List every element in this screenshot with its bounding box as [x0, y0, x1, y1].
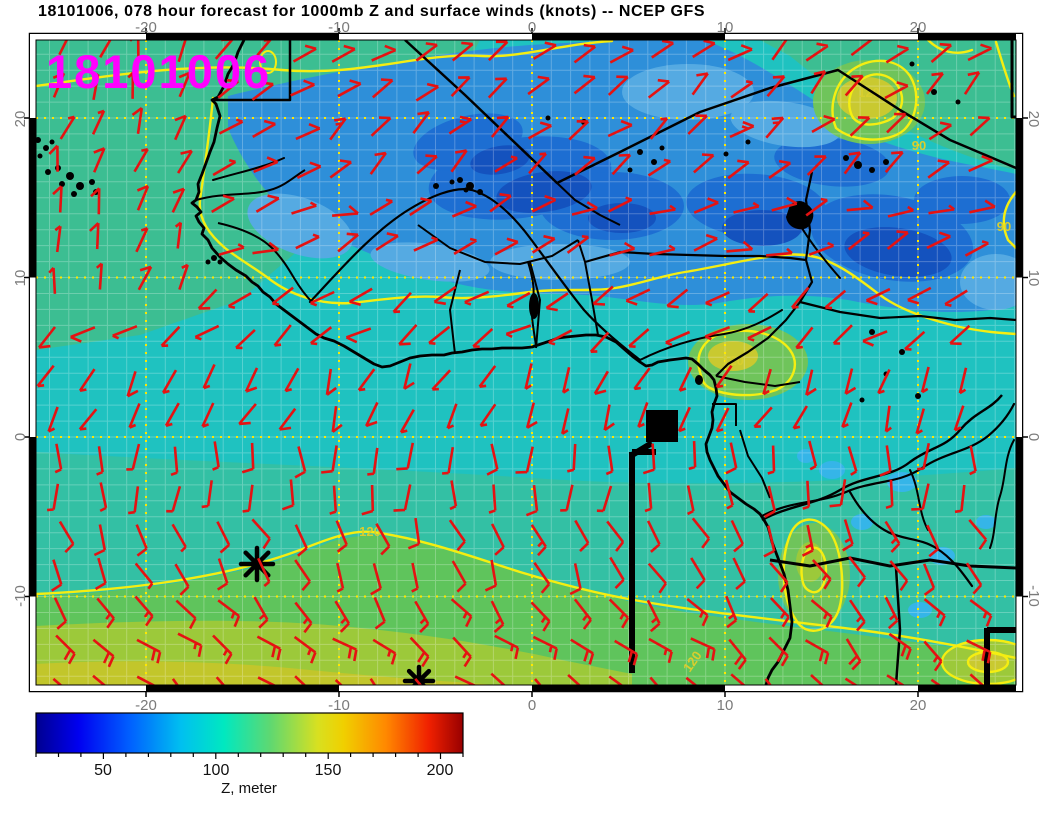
- colorbar: 50 100 150 200 Z, meter: [35, 712, 464, 797]
- colorbar-gradient-bar: [35, 712, 464, 754]
- left-tick-label: 20: [12, 111, 29, 128]
- colorbar-tick-label: 50: [94, 762, 112, 779]
- top-tick-label: -20: [135, 19, 157, 36]
- right-tick-label: 10: [1025, 270, 1042, 287]
- bottom-tick-label: 20: [910, 697, 927, 714]
- colorbar-tick-label: 150: [315, 762, 342, 779]
- colorbar-tick-labels: 50 100 150 200: [94, 762, 453, 779]
- right-tick-label: 20: [1025, 111, 1042, 128]
- station-markers-layer: [238, 410, 1016, 685]
- right-tick-label: 0: [1025, 433, 1042, 441]
- height-field-layer: [36, 40, 1016, 685]
- contour-value-label: 120: [359, 524, 381, 539]
- station-marker-square-sao-tome-station: [646, 410, 678, 442]
- right-tick-label: -10: [1025, 585, 1042, 607]
- model-run-timestamp-overlay: 18101006: [46, 45, 272, 98]
- top-axis-labels: -20 -10 0 10 20: [135, 19, 926, 36]
- bottom-tick-label: -20: [135, 697, 157, 714]
- left-axis-labels: 20 10 0 -10: [12, 111, 29, 607]
- left-tick-label: 0: [12, 433, 29, 441]
- map-frame: [24, 28, 1028, 697]
- top-tick-label: 0: [528, 19, 536, 36]
- top-tick-label: 10: [717, 19, 734, 36]
- bottom-tick-label: -10: [328, 697, 350, 714]
- asterisk-marker-st-helena-island: [402, 664, 436, 685]
- top-tick-label: 20: [910, 19, 927, 36]
- colorbar-tick-label: 100: [203, 762, 230, 779]
- fine-grid-layer: [36, 40, 1016, 685]
- colorbar-axis-label: Z, meter: [221, 780, 277, 797]
- bottom-tick-label: 0: [528, 697, 536, 714]
- colorbar-tick-label: 200: [427, 762, 454, 779]
- asterisk-marker-ascension-island: [238, 545, 276, 583]
- top-tick-label: -10: [328, 19, 350, 36]
- right-axis-labels: 20 10 0 -10: [1025, 111, 1042, 607]
- colorbar-minor-ticks: [35, 753, 464, 759]
- bottom-tick-label: 10: [717, 697, 734, 714]
- contour-value-label: 90: [912, 138, 926, 153]
- left-tick-label: -10: [12, 585, 29, 607]
- contour-value-label: 90: [997, 219, 1011, 234]
- graticule-dotted-layer: [36, 40, 1016, 685]
- wind-barbs-layer: [36, 40, 996, 685]
- plot-title: 18101006, 078 hour forecast for 1000mb Z…: [38, 3, 706, 20]
- contour-value-label: 120: [858, 85, 880, 100]
- bottom-axis-labels: -20 -10 0 10 20: [135, 697, 926, 714]
- left-tick-label: 10: [12, 270, 29, 287]
